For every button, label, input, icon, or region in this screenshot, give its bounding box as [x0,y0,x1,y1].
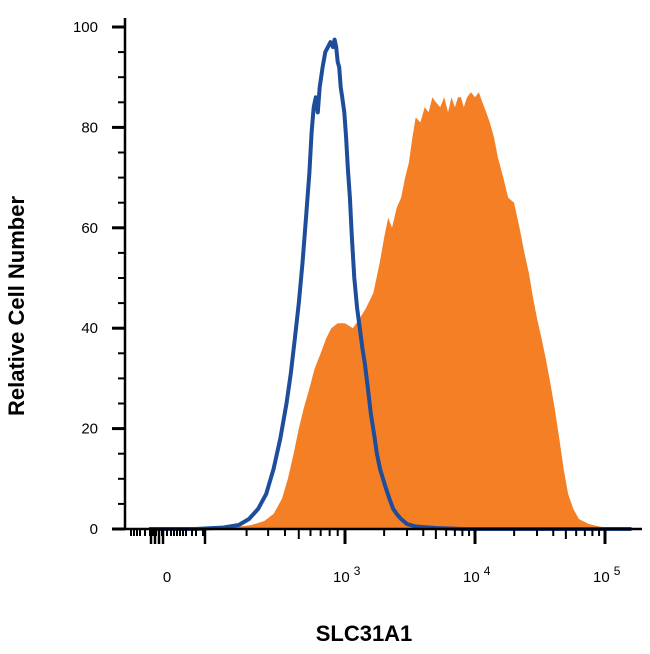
x-tick-label: 10 4 [463,564,491,586]
isotype-control-histogram-line [149,37,632,531]
y-tick-label: 60 [81,220,98,237]
x-tick-label: 0 [163,569,171,586]
y-axis-title: Relative Cell Number [4,196,29,417]
y-tick-label: 0 [90,521,98,538]
x-tick-label: 10 5 [593,564,621,586]
x-axis-title: SLC31A1 [316,621,413,646]
y-tick-label: 80 [81,119,98,136]
plot-area [149,37,632,531]
y-tick-label: 40 [81,320,98,337]
y-tick-label: 100 [73,19,98,36]
y-tick-label: 20 [81,421,98,438]
y-axis-ticks: 0 20 40 60 80 100 [73,19,125,538]
axes: 0 20 40 60 80 100 0 10 3 10 4 10 5 [73,18,642,586]
slc31a1-stained-histogram-area [149,92,632,530]
x-tick-label: 10 3 [333,564,361,586]
x-axis-ticks: 0 10 3 10 4 10 5 [130,530,621,586]
